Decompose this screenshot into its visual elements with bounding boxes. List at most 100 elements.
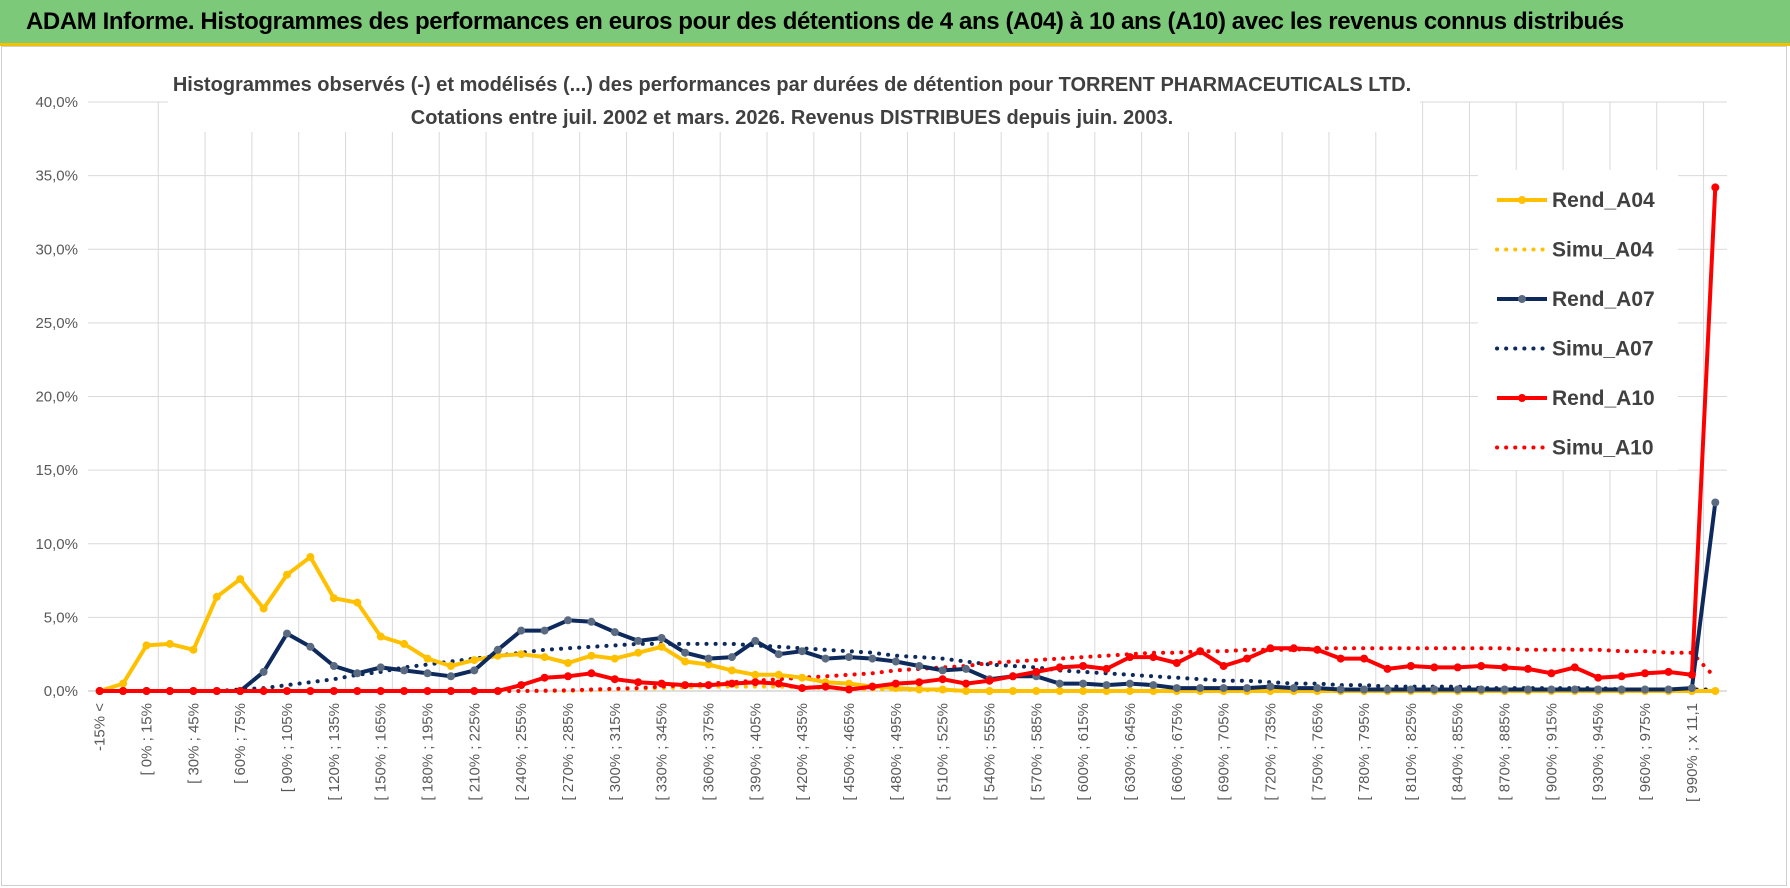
chart-titles: Histogrammes observés (-) et modélisés (…: [168, 66, 1420, 132]
data-point-rend_a07: [470, 666, 479, 675]
x-tick-label: [ 300% ; 315%: [607, 703, 624, 801]
data-point-rend_a10: [798, 684, 807, 693]
data-point-rend_a10: [727, 679, 736, 688]
series-line-simu_a10: [97, 646, 1718, 693]
data-point-rend_a10: [1430, 663, 1439, 672]
data-point-rend_a10: [751, 678, 760, 687]
data-point-rend_a10: [1687, 670, 1696, 679]
data-point-rend_a04: [774, 670, 783, 679]
data-point-rend_a10: [1570, 663, 1579, 672]
data-point-rend_a07: [329, 662, 338, 670]
data-point-rend_a04: [1055, 687, 1064, 695]
data-point-rend_a07: [1079, 679, 1088, 688]
x-tick-label: [ 570% ; 585%: [1028, 703, 1045, 801]
data-point-rend_a10: [938, 675, 947, 684]
chart-title: Histogrammes observés (-) et modélisés (…: [173, 74, 1411, 96]
data-point-rend_a10: [283, 687, 291, 695]
data-point-rend_a04: [1149, 687, 1158, 695]
x-tick-label: [ 120% ; 135%: [326, 703, 343, 801]
data-point-rend_a07: [1617, 685, 1626, 694]
data-point-rend_a04: [962, 687, 970, 695]
data-point-rend_a04: [657, 642, 666, 651]
data-point-rend_a10: [517, 681, 526, 690]
data-point-rend_a04: [189, 645, 198, 654]
y-tick-label: 15,0%: [35, 462, 78, 479]
data-point-rend_a10: [353, 687, 362, 695]
data-point-rend_a10: [376, 687, 385, 695]
data-point-rend_a04: [423, 654, 432, 663]
data-point-rend_a07: [1594, 685, 1603, 694]
legend-label-simu_a07: Simu_A07: [1552, 338, 1654, 361]
x-tick-label: [ 360% ; 375%: [700, 703, 717, 801]
data-point-rend_a07: [1477, 685, 1486, 694]
data-point-rend_a04: [353, 598, 362, 607]
data-point-rend_a07: [657, 634, 666, 642]
legend-background: [1478, 170, 1678, 470]
data-point-rend_a04: [446, 662, 455, 670]
data-point-rend_a07: [681, 648, 690, 657]
data-point-rend_a10: [657, 679, 666, 688]
report-title: ADAM Informe. Histogrammes des performan…: [26, 8, 1624, 35]
data-point-rend_a04: [165, 639, 174, 648]
data-point-rend_a10: [1500, 663, 1509, 672]
data-point-rend_a04: [517, 650, 526, 659]
data-point-rend_a04: [540, 653, 549, 662]
data-point-rend_a10: [1125, 653, 1134, 662]
data-point-rend_a07: [1547, 685, 1556, 694]
data-point-rend_a10: [1079, 662, 1088, 670]
x-tick-label: [ 900% ; 915%: [1543, 703, 1560, 801]
data-point-rend_a04: [1008, 687, 1017, 695]
x-tick-label: [ 30% ; 45%: [185, 703, 202, 784]
data-point-rend_a07: [915, 662, 924, 670]
data-point-rend_a10: [1172, 659, 1181, 667]
legend-marker-rend_a07: [1518, 295, 1526, 303]
x-tick-label: [ 180% ; 195%: [420, 703, 437, 801]
y-tick-label: 35,0%: [35, 168, 78, 185]
data-point-rend_a04: [1125, 687, 1134, 695]
data-point-rend_a10: [400, 687, 409, 695]
data-point-rend_a07: [1641, 685, 1649, 694]
data-point-rend_a04: [985, 687, 994, 695]
legend-label-rend_a07: Rend_A07: [1552, 288, 1655, 311]
data-point-rend_a10: [1664, 667, 1673, 676]
y-tick-label: 25,0%: [35, 315, 78, 332]
data-point-rend_a04: [798, 673, 807, 682]
data-point-rend_a07: [1570, 685, 1579, 694]
data-point-rend_a10: [891, 679, 900, 688]
data-point-rend_a10: [1336, 654, 1345, 663]
data-point-rend_a10: [423, 687, 432, 695]
data-point-rend_a07: [704, 654, 713, 663]
chart-frame: [1, 46, 1787, 886]
data-point-rend_a04: [376, 632, 385, 641]
data-point-rend_a10: [1102, 664, 1111, 673]
data-point-rend_a07: [610, 628, 619, 637]
data-point-rend_a07: [1149, 681, 1158, 690]
data-point-rend_a10: [540, 673, 549, 682]
data-point-rend_a10: [1594, 673, 1603, 682]
data-point-rend_a10: [1289, 644, 1298, 653]
x-tick-label: -15% <: [92, 703, 109, 751]
series-layer: [95, 183, 1720, 695]
data-point-rend_a10: [610, 675, 619, 684]
legend-label-simu_a04: Simu_A04: [1552, 239, 1654, 262]
data-point-rend_a04: [400, 639, 409, 648]
data-point-rend_a10: [1477, 662, 1486, 670]
data-point-rend_a10: [1313, 645, 1322, 654]
x-tick-label: [ 870% ; 885%: [1497, 703, 1514, 801]
data-point-rend_a10: [470, 687, 479, 695]
title-background: [168, 66, 1420, 132]
data-point-rend_a07: [1313, 684, 1322, 693]
legend: Rend_A04 Simu_A04 Rend_A07 Simu_A07 Rend_A10…: [1478, 170, 1678, 470]
data-point-rend_a07: [259, 667, 268, 676]
x-tick-label: [ 540% ; 555%: [981, 703, 998, 801]
data-point-rend_a07: [1453, 685, 1462, 694]
data-point-rend_a04: [727, 666, 736, 675]
data-point-rend_a07: [423, 669, 432, 678]
data-point-rend_a10: [1243, 654, 1251, 663]
data-point-rend_a04: [306, 553, 315, 561]
data-point-rend_a10: [446, 687, 455, 695]
data-point-rend_a04: [681, 657, 690, 666]
data-point-rend_a10: [1008, 672, 1017, 681]
data-point-rend_a07: [1711, 498, 1720, 507]
